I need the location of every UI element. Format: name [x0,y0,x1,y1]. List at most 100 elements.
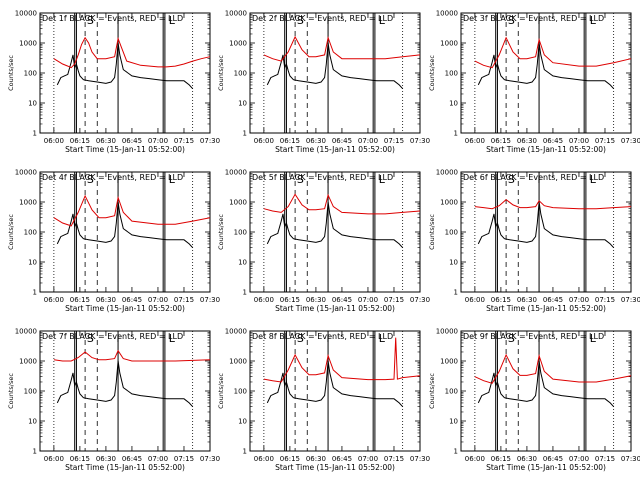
y-tick-label: 100 [24,388,37,396]
y-axis-label: Counts/sec [428,214,436,250]
chart-panel-5: 1 10 100 1000 10000 06:00 06:15 06:30 06:45 07:00… [217,169,430,314]
x-tick-label: 07:15 [384,296,404,304]
y-tick-label: 1000 [440,40,458,48]
y-tick-label: 1000 [19,199,37,207]
y-tick-label: 1 [454,448,458,456]
y-axis-label: Counts/sec [7,214,15,250]
x-tick-label: 07:00 [148,455,168,463]
x-tick-label: 07:15 [174,137,194,145]
interval-label-i: I [326,173,329,186]
x-tick-label: 07:00 [358,137,378,145]
y-tick-label: 10000 [225,169,247,177]
interval-label-i: I [116,173,119,186]
y-tick-label: 100 [445,388,458,396]
y-tick-label: 1 [243,448,247,456]
x-tick-label: 07:15 [595,296,615,304]
y-axis-label: Counts/sec [7,55,15,91]
chart-title: Det 5f BLACK = Events, RED = LLD [252,173,393,182]
chart-panel-6: 1 10 100 1000 10000 06:00 06:15 06:30 06:45 07:00… [428,169,640,314]
x-tick-label: 06:45 [122,455,142,463]
plot-frame [460,12,632,134]
y-tick-label: 10000 [225,328,247,336]
x-tick-label: 06:30 [306,296,326,304]
y-tick-label: 1000 [19,358,37,366]
y-tick-label: 1000 [19,40,37,48]
y-tick-label: 100 [445,229,458,237]
series-events-line [56,42,194,90]
y-tick-label: 1000 [440,358,458,366]
y-axis-label: Counts/sec [7,373,15,409]
series-events-line [56,201,194,249]
x-tick-label: 06:45 [332,455,352,463]
x-tick-label: 07:30 [621,296,640,304]
chart-panel-3: 1 10 100 1000 10000 06:00 06:15 06:30 06:45 07:00… [428,10,640,155]
x-axis-label: Start Time (15-Jan-11 05:52:00) [275,304,395,313]
x-tick-label: 06:30 [96,455,116,463]
chart-panel-9: 1 10 100 1000 10000 06:00 06:15 06:30 06:45 07:00… [428,328,640,473]
chart-panel-1: 1 10 100 1000 10000 06:00 06:15 06:30 06:45 07:00… [7,10,220,155]
x-tick-label: 07:15 [595,455,615,463]
x-tick-label: 07:30 [410,137,430,145]
x-tick-label: 06:00 [465,137,485,145]
series-events-line [266,201,404,249]
series-lld-line [474,198,632,210]
chart-panel-4: 1 10 100 1000 10000 06:00 06:15 06:30 06:45 07:00… [7,169,220,314]
y-axis-label: Counts/sec [217,214,225,250]
x-axis-label: Start Time (15-Jan-11 05:52:00) [486,463,606,472]
series-lld-line [474,36,632,69]
x-axis-label: Start Time (15-Jan-11 05:52:00) [275,463,395,472]
y-tick-label: 10 [449,259,458,267]
x-tick-label: 07:00 [358,296,378,304]
x-tick-label: 06:30 [306,137,326,145]
y-tick-label: 100 [24,229,37,237]
y-tick-label: 1 [243,130,247,138]
interval-label-i: I [326,332,329,345]
chart-title: Det 6f BLACK = Events, RED = LLD [463,173,604,182]
x-tick-label: 06:00 [254,137,274,145]
x-tick-label: 06:15 [70,137,90,145]
series-events-line [477,42,615,90]
y-tick-label: 10 [28,100,37,108]
y-tick-label: 10 [449,100,458,108]
y-tick-label: 10000 [436,10,458,18]
x-tick-label: 07:30 [200,455,220,463]
plot-frame [460,330,632,452]
chart-title: Det 2f BLACK = Events, RED = LLD [252,14,393,23]
y-tick-label: 10000 [225,10,247,18]
y-tick-label: 1000 [229,199,247,207]
series-events-line [477,201,615,249]
interval-label-s: S [297,14,304,27]
y-tick-label: 1000 [440,199,458,207]
x-axis-label: Start Time (15-Jan-11 05:52:00) [65,304,185,313]
interval-label-l: L [379,173,386,186]
x-tick-label: 07:00 [569,296,589,304]
y-tick-label: 10 [28,418,37,426]
series-events-line [266,42,404,90]
interval-label-s: S [508,332,515,345]
chart-title: Det 3f BLACK = Events, RED = LLD [463,14,604,23]
series-lld-line [263,337,421,383]
interval-label-l: L [169,332,176,345]
interval-label-l: L [590,173,597,186]
x-tick-label: 07:30 [621,137,640,145]
x-tick-label: 06:45 [122,296,142,304]
interval-label-l: L [590,332,597,345]
x-tick-label: 07:15 [384,455,404,463]
x-tick-label: 06:00 [465,455,485,463]
series-lld-line [474,353,632,384]
series-lld-line [53,36,211,69]
series-lld-line [263,193,421,215]
x-tick-label: 07:15 [174,296,194,304]
y-tick-label: 100 [24,70,37,78]
y-axis-label: Counts/sec [217,55,225,91]
x-tick-label: 06:30 [517,137,537,145]
x-axis-label: Start Time (15-Jan-11 05:52:00) [275,145,395,154]
x-tick-label: 06:00 [254,455,274,463]
x-tick-label: 06:15 [280,296,300,304]
y-tick-label: 10000 [15,328,37,336]
x-axis-label: Start Time (15-Jan-11 05:52:00) [65,145,185,154]
interval-label-s: S [87,173,94,186]
x-tick-label: 07:30 [410,455,430,463]
y-tick-label: 1 [33,289,37,297]
interval-label-s: S [508,173,515,186]
